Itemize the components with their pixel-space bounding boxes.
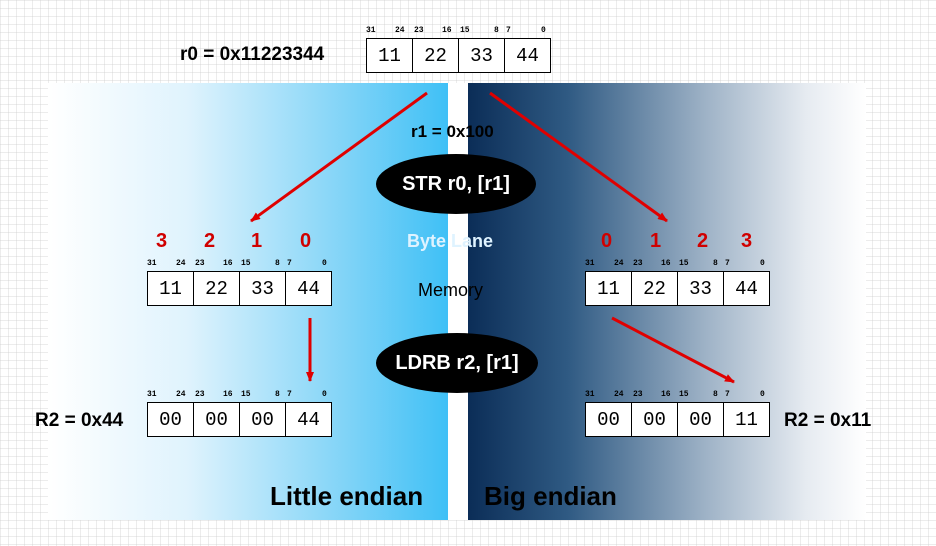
r2-little-label: R2 = 0x44	[35, 410, 124, 431]
bit-label: 0	[760, 390, 765, 399]
byte-cell: 44	[516, 44, 539, 67]
bit-label: 15	[241, 259, 251, 268]
byte-cell: 00	[194, 403, 240, 436]
bit-label: 16	[223, 259, 233, 268]
lane-number: 3	[156, 230, 168, 252]
r2-big-label: R2 = 0x11	[784, 410, 872, 431]
bit-label: 23	[195, 259, 205, 268]
bit-label: 24	[614, 259, 624, 268]
bit-label: 24	[176, 390, 186, 399]
r0-label: r0 = 0x11223344	[180, 44, 325, 65]
bit-label: 15	[460, 26, 470, 35]
bit-label: 23	[414, 26, 424, 35]
bit-label: 15	[241, 390, 251, 399]
byte-cell: 22	[194, 272, 240, 305]
big-endian-title: Big endian	[484, 481, 617, 511]
r0-register: 11 22 33 44	[366, 38, 551, 73]
bit-label: 8	[275, 390, 280, 399]
bit-label: 31	[585, 390, 595, 399]
str-instruction: STR r0, [r1]	[402, 172, 510, 195]
bit-label: 15	[679, 390, 689, 399]
bit-label: 7	[725, 390, 730, 399]
center-divider	[448, 83, 468, 520]
byte-lane-label: Byte Lane	[407, 231, 494, 251]
bit-label: 0	[760, 259, 765, 268]
bit-label: 23	[633, 390, 643, 399]
byte-cell: 33	[678, 272, 724, 305]
byte-cell: 00	[240, 403, 286, 436]
bit-label: 15	[679, 259, 689, 268]
lane-number: 1	[251, 230, 263, 252]
byte-cell: 44	[297, 277, 320, 300]
byte-cell: 22	[413, 39, 459, 72]
lane-number: 2	[204, 230, 216, 252]
bit-label: 7	[287, 390, 292, 399]
bit-label: 16	[661, 390, 671, 399]
byte-cell: 11	[148, 272, 194, 305]
bit-label: 0	[322, 259, 327, 268]
bit-labels-r2-big: 31 24 23 16 15 8 7 0	[585, 390, 771, 400]
byte-cell: 00	[148, 403, 194, 436]
byte-cell: 22	[632, 272, 678, 305]
bit-label: 8	[275, 259, 280, 268]
lane-number: 0	[601, 230, 613, 252]
memory-label: Memory	[418, 280, 484, 300]
bit-label: 0	[322, 390, 327, 399]
bit-label: 7	[287, 259, 292, 268]
bit-label: 8	[494, 26, 499, 35]
bit-label: 7	[506, 26, 511, 35]
byte-cell: 11	[367, 39, 413, 72]
bit-labels-memory-big: 31 24 23 16 15 8 7 0	[585, 259, 771, 269]
bit-label: 31	[147, 390, 157, 399]
lane-number: 0	[300, 230, 312, 252]
byte-cell: 00	[678, 403, 724, 436]
lane-number: 3	[741, 230, 753, 252]
bit-label: 23	[633, 259, 643, 268]
bit-labels-memory-little: 31 24 23 16 15 8 7 0	[147, 259, 333, 269]
byte-cell: 00	[586, 403, 632, 436]
bit-label: 0	[541, 26, 546, 35]
byte-cell: 11	[586, 272, 632, 305]
bit-label: 24	[395, 26, 405, 35]
little-endian-title: Little endian	[270, 481, 424, 511]
bit-label: 8	[713, 259, 718, 268]
bit-label: 16	[661, 259, 671, 268]
byte-cell: 33	[459, 39, 505, 72]
bit-label: 16	[223, 390, 233, 399]
bit-label: 31	[147, 259, 157, 268]
bit-labels-r0: 31 24 23 16 15 8 7 0	[366, 26, 552, 36]
byte-cell: 11	[735, 408, 758, 431]
bit-label: 16	[442, 26, 452, 35]
ldrb-instruction: LDRB r2, [r1]	[395, 351, 519, 374]
bit-labels-r2-little: 31 24 23 16 15 8 7 0	[147, 390, 333, 400]
bit-label: 7	[725, 259, 730, 268]
ldrb-instruction-ellipse: LDRB r2, [r1]	[376, 333, 538, 393]
bit-label: 31	[585, 259, 595, 268]
r1-label: r1 = 0x100	[411, 122, 494, 141]
byte-cell: 33	[240, 272, 286, 305]
bit-label: 24	[176, 259, 186, 268]
r2-little-register: 00 00 00 44	[147, 402, 332, 437]
memory-little-register: 11 22 33 44	[147, 271, 332, 306]
byte-cell: 44	[735, 277, 758, 300]
bit-label: 23	[195, 390, 205, 399]
lane-number: 1	[650, 230, 662, 252]
bit-label: 31	[366, 26, 376, 35]
bit-label: 24	[614, 390, 624, 399]
byte-cell: 00	[632, 403, 678, 436]
r2-big-register: 00 00 00 11	[585, 402, 770, 437]
str-instruction-ellipse: STR r0, [r1]	[376, 154, 536, 214]
lane-number: 2	[697, 230, 709, 252]
byte-cell: 44	[297, 408, 320, 431]
bit-label: 8	[713, 390, 718, 399]
memory-big-register: 11 22 33 44	[585, 271, 770, 306]
